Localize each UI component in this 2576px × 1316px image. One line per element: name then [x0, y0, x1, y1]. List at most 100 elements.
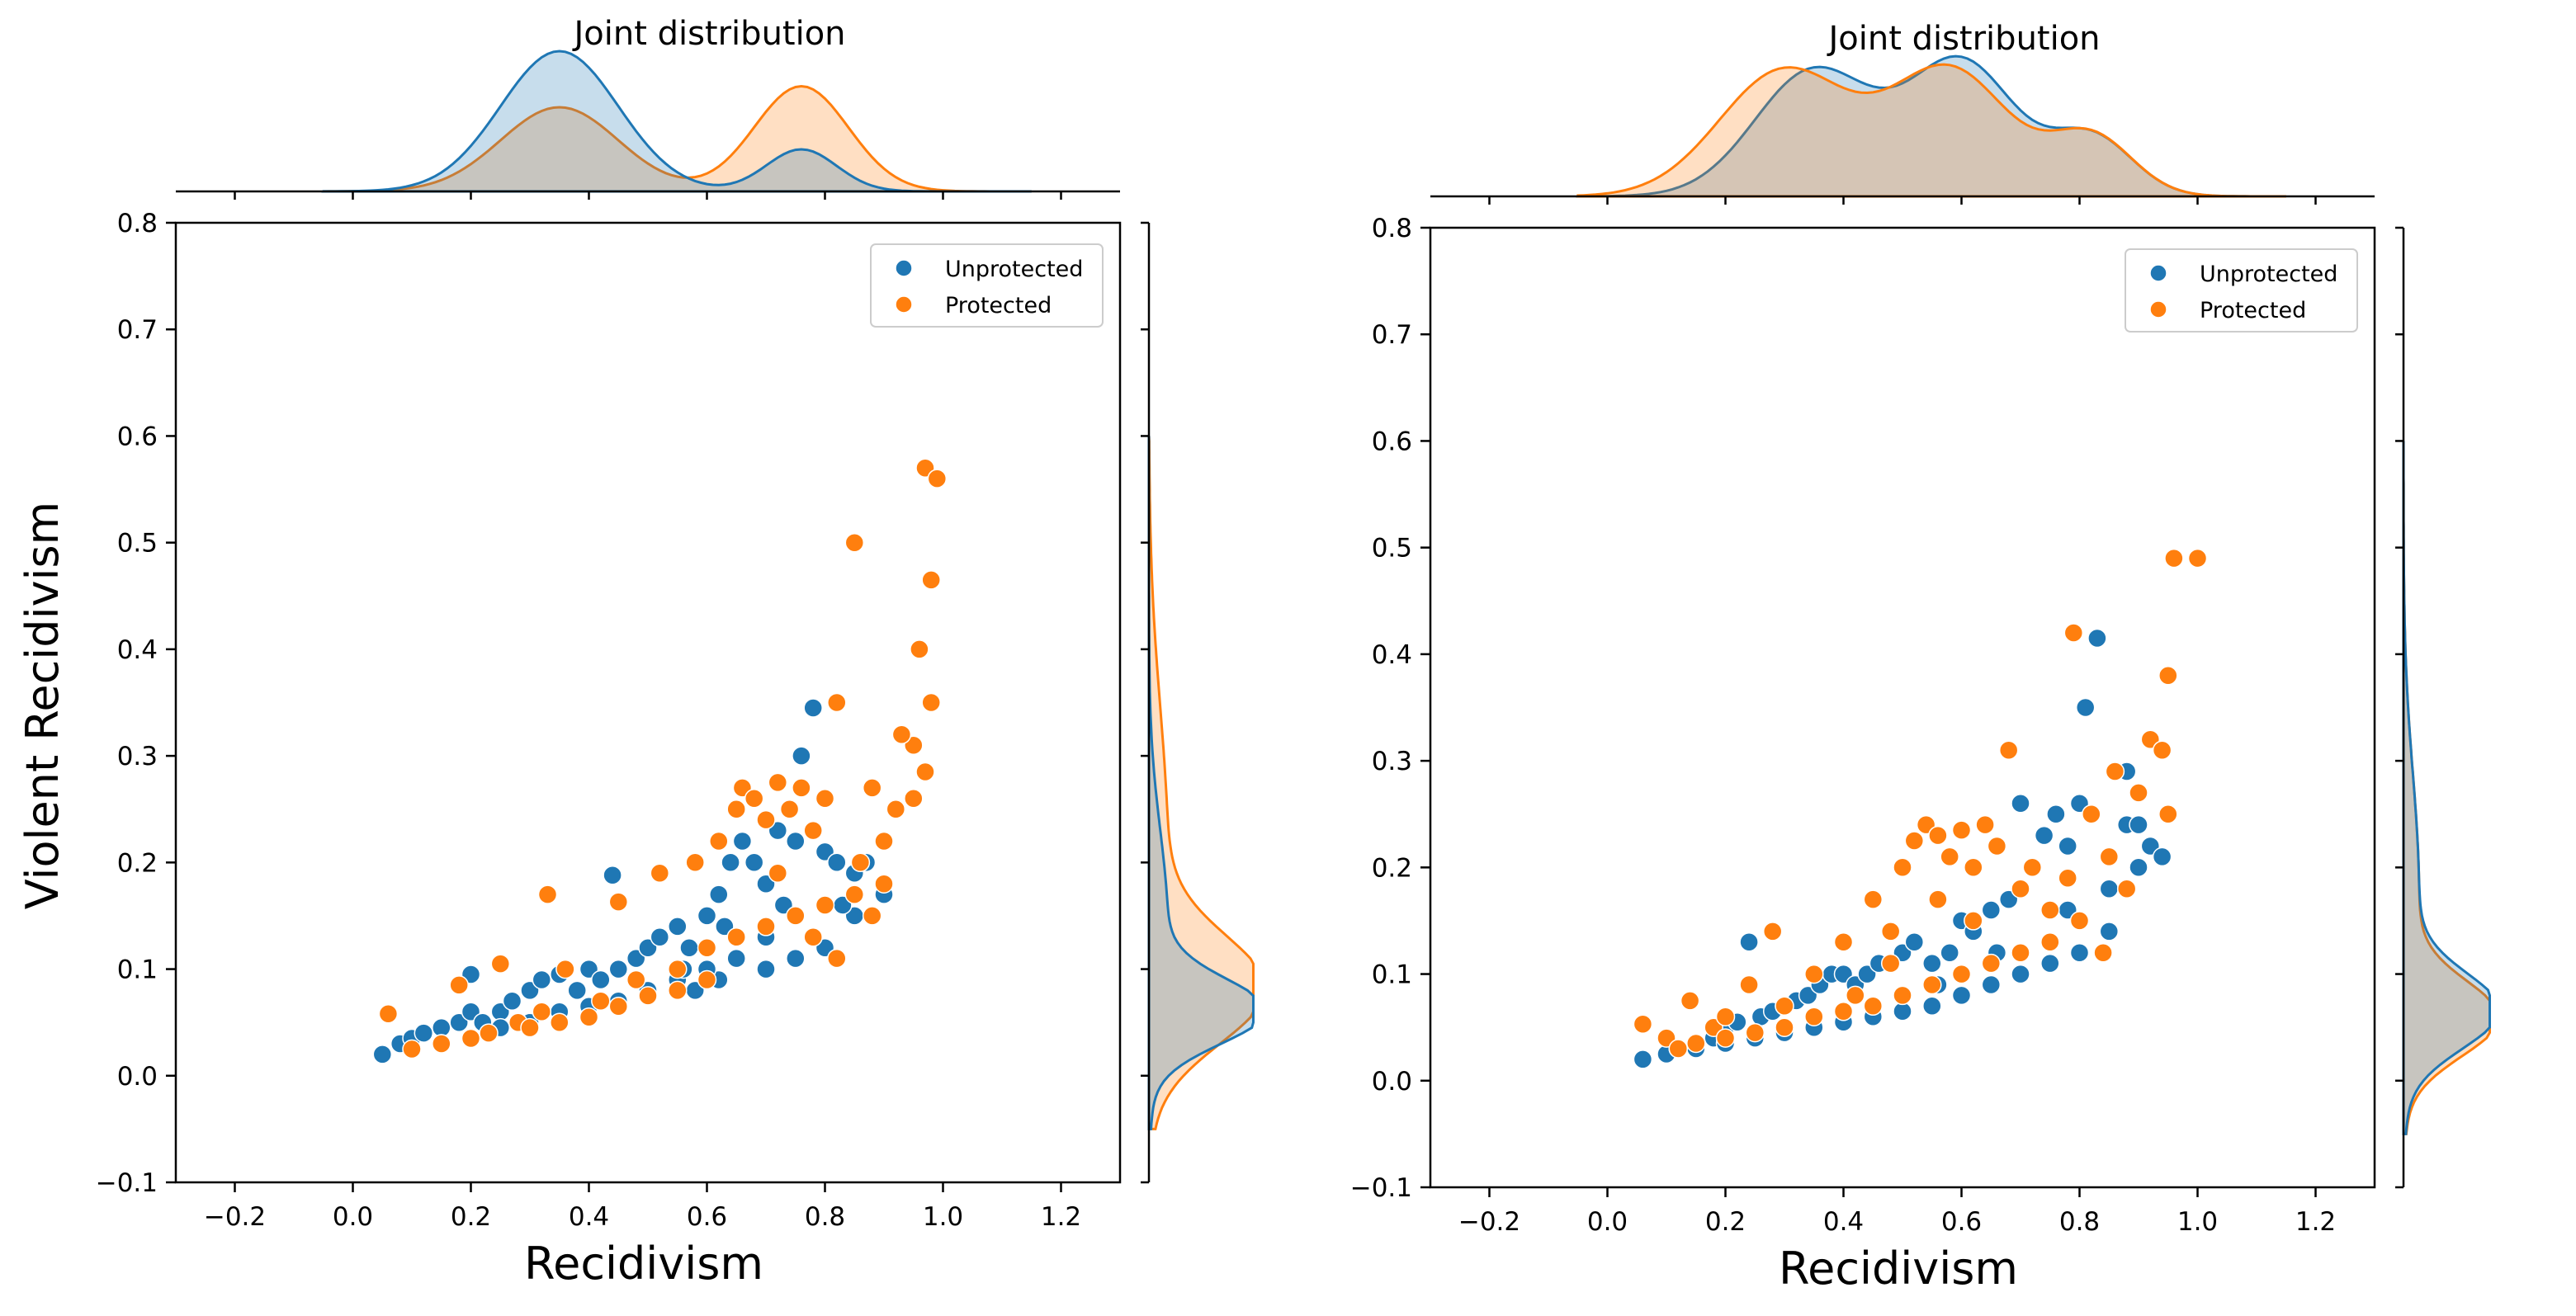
- x-tick-label: 1.2: [2295, 1207, 2336, 1237]
- right-top-kde-protected: [1576, 63, 2286, 198]
- scatter-point-protected: [815, 895, 835, 915]
- scatter-point-protected: [1775, 996, 1794, 1016]
- scatter-point-protected: [550, 1012, 570, 1032]
- y-tick-label: 0.2: [1372, 853, 1412, 883]
- scatter-point-unprotected: [372, 1045, 393, 1064]
- left-right-marginal-ticks: [1141, 221, 1149, 1184]
- scatter-point-protected: [1633, 1014, 1653, 1035]
- x-tick-label: 0.2: [1705, 1207, 1746, 1237]
- left-legend-marker-unprotected: [895, 259, 913, 277]
- scatter-point-protected: [850, 852, 871, 873]
- x-tick-label: −0.2: [204, 1202, 266, 1232]
- scatter-point-unprotected: [608, 959, 629, 979]
- scatter-point-protected: [768, 863, 788, 884]
- scatter-point-protected: [921, 692, 941, 713]
- scatter-point-protected: [2152, 740, 2172, 760]
- scatter-point-protected: [1715, 1028, 1736, 1048]
- scatter-point-unprotected: [2099, 879, 2120, 899]
- scatter-point-protected: [1863, 996, 1884, 1016]
- right-x-axis-title: Recidivism: [1779, 1243, 2018, 1295]
- scatter-point-protected: [1668, 1039, 1689, 1059]
- right-top-marginal-ticks: [1488, 196, 2317, 205]
- scatter-point-unprotected: [414, 1023, 434, 1043]
- scatter-point-unprotected: [2099, 922, 2120, 941]
- scatter-point-protected: [1804, 964, 1824, 984]
- y-tick-label: −0.1: [1350, 1173, 1412, 1203]
- scatter-point-protected: [2040, 932, 2060, 952]
- scatter-point-unprotected: [668, 917, 688, 936]
- scatter-point-protected: [1686, 1033, 1706, 1054]
- scatter-point-protected: [668, 980, 688, 1001]
- y-tick-label: 0.2: [117, 848, 158, 878]
- scatter-point-unprotected: [2129, 814, 2148, 835]
- scatter-point-protected: [432, 1034, 451, 1054]
- scatter-point-unprotected: [732, 831, 753, 851]
- scatter-point-protected: [1739, 974, 1759, 995]
- scatter-point-unprotected: [786, 948, 806, 969]
- scatter-point-protected: [2158, 665, 2178, 686]
- y-tick-label: 0.3: [1372, 747, 1412, 776]
- scatter-point-protected: [591, 991, 611, 1012]
- right-scatter-axes: −0.2 0.0 0.2 0.4 0.6 0.8 1.0 1.2 −0.1 0.0 0.1 0.2 0…: [1350, 214, 2376, 1237]
- right-y-axis-ticks: −0.1 0.0 0.1 0.2 0.3 0.4 0.5 0.6 0.7 0.8: [1350, 214, 1430, 1203]
- x-tick-label: 1.0: [923, 1202, 963, 1232]
- scatter-point-protected: [904, 789, 924, 809]
- scatter-point-protected: [608, 997, 629, 1016]
- scatter-point-protected: [874, 831, 894, 851]
- scatter-point-protected: [921, 570, 941, 590]
- scatter-point-unprotected: [1922, 996, 1942, 1016]
- scatter-point-protected: [490, 954, 511, 974]
- left-y-axis-title: Violent Recidivism: [17, 502, 69, 910]
- x-tick-label: 0.2: [451, 1202, 491, 1232]
- scatter-point-protected: [2105, 762, 2125, 781]
- scatter-point-protected: [537, 884, 558, 904]
- scatter-point-protected: [779, 799, 800, 819]
- scatter-point-unprotected: [2152, 847, 2172, 867]
- scatter-point-unprotected: [650, 927, 670, 947]
- scatter-point-unprotected: [2011, 964, 2030, 984]
- scatter-point-unprotected: [2069, 942, 2090, 963]
- scatter-point-protected: [862, 778, 882, 798]
- right-legend-label-protected: Protected: [2200, 298, 2306, 323]
- left-legend-label-protected: Protected: [945, 293, 1052, 318]
- scatter-point-protected: [844, 532, 865, 553]
- scatter-point-protected: [378, 1004, 399, 1024]
- x-tick-label: 0.6: [1941, 1207, 1982, 1237]
- scatter-point-unprotected: [591, 969, 611, 990]
- scatter-point-protected: [1928, 825, 1948, 846]
- scatter-point-unprotected: [792, 746, 811, 766]
- y-tick-label: 0.4: [117, 635, 158, 665]
- y-tick-label: 0.8: [117, 209, 158, 238]
- scatter-point-protected: [756, 917, 776, 936]
- scatter-point-protected: [891, 724, 912, 745]
- scatter-point-unprotected: [2058, 836, 2077, 856]
- scatter-point-unprotected: [567, 980, 587, 1001]
- x-tick-label: 0.8: [2059, 1207, 2100, 1237]
- scatter-point-protected: [803, 927, 823, 947]
- scatter-point-protected: [479, 1023, 499, 1043]
- scatter-point-protected: [2164, 548, 2184, 568]
- scatter-point-unprotected: [827, 852, 847, 873]
- scatter-point-protected: [1804, 1007, 1824, 1026]
- right-legend: Unprotected Protected: [2125, 248, 2358, 333]
- scatter-point-protected: [827, 692, 847, 713]
- scatter-point-protected: [2116, 879, 2137, 899]
- scatter-point-protected: [685, 852, 705, 873]
- scatter-point-unprotected: [2087, 628, 2107, 649]
- scatter-point-unprotected: [1940, 942, 1959, 963]
- y-tick-label: 0.6: [1372, 427, 1412, 456]
- scatter-point-protected: [1998, 740, 2019, 760]
- scatter-point-protected: [608, 892, 629, 912]
- scatter-point-protected: [1893, 857, 1912, 878]
- left-x-axis-ticks: −0.2 0.0 0.2 0.4 0.6 0.8 1.0 1.2: [204, 1182, 1081, 1232]
- right-chart-title: Joint distribution: [1826, 20, 2100, 58]
- scatter-point-protected: [2099, 847, 2120, 867]
- scatter-point-protected: [927, 469, 948, 488]
- left-right-kde-protected: [1147, 436, 1255, 1130]
- scatter-point-unprotected: [532, 969, 552, 990]
- right-right-kde-unprotected: [2402, 441, 2491, 1135]
- scatter-point-protected: [1928, 889, 1948, 909]
- y-tick-label: 0.5: [1372, 534, 1412, 564]
- x-tick-label: 0.0: [1587, 1207, 1628, 1237]
